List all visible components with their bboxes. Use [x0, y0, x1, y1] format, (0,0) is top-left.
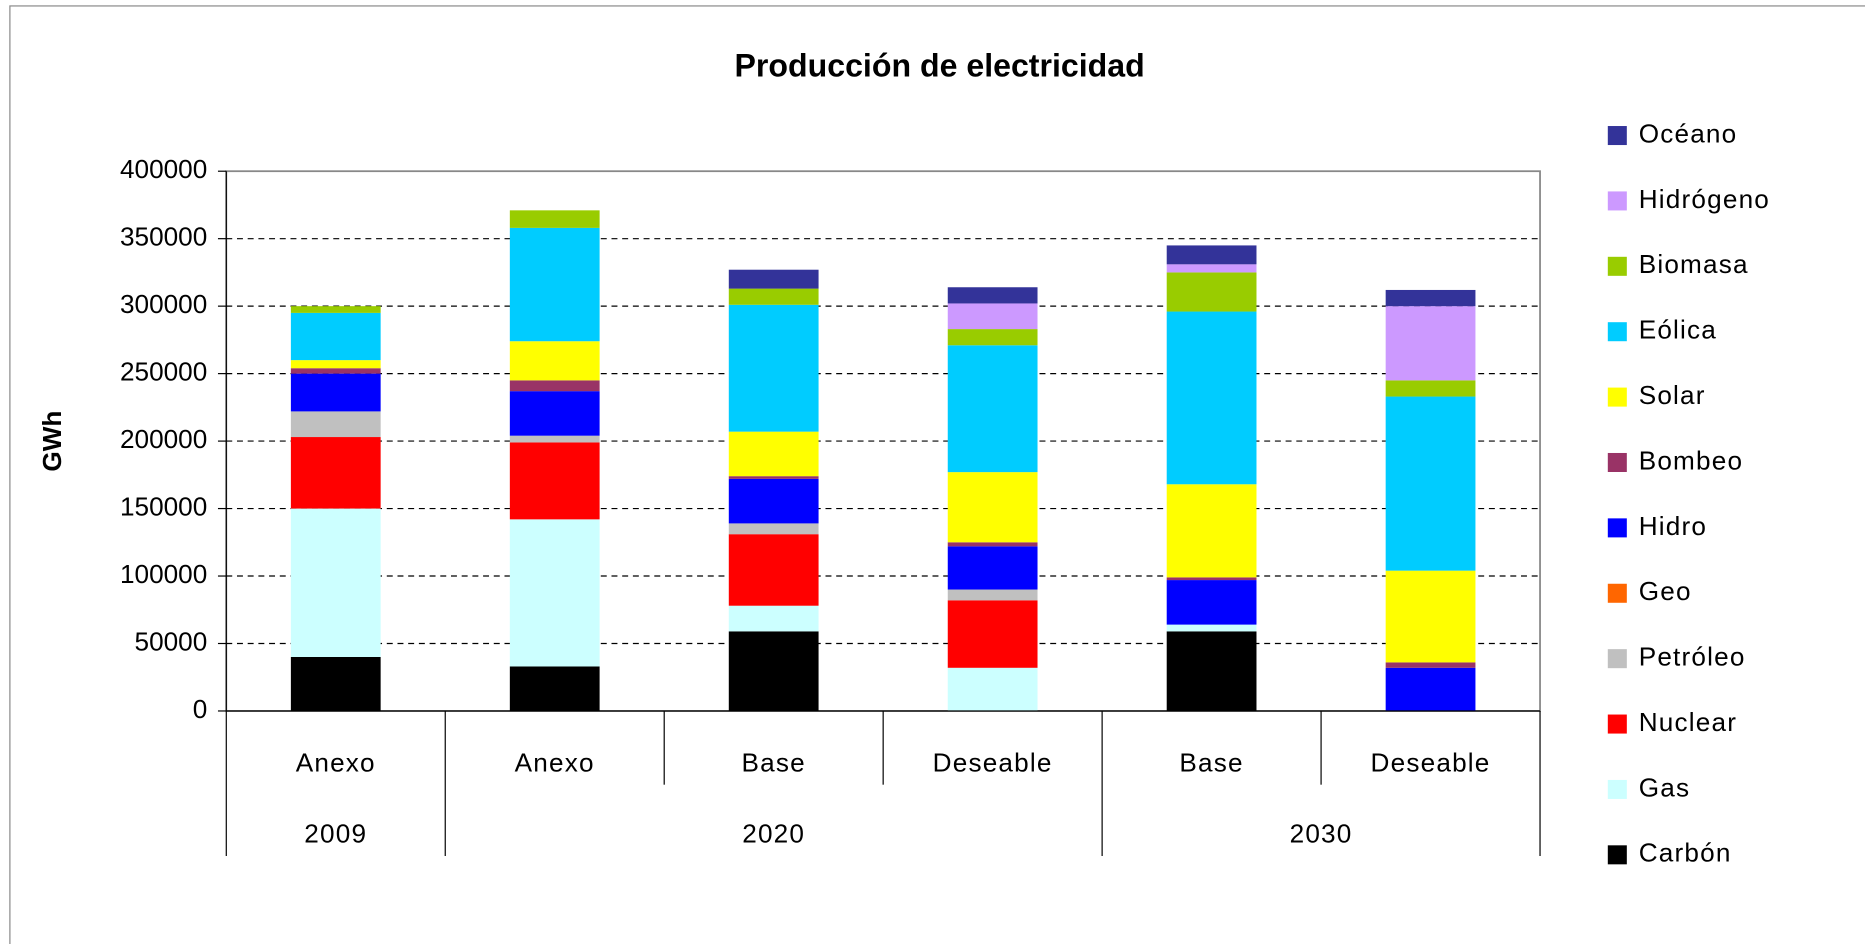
bar-segment	[728, 523, 819, 535]
bar-segment	[1166, 484, 1257, 578]
bar-segment	[509, 666, 600, 711]
bar-segment	[1166, 580, 1257, 625]
x-tick-label: Anexo	[515, 747, 595, 777]
x-tick-label: Deseable	[1371, 747, 1491, 777]
bar-segment	[509, 227, 600, 342]
bar-segment	[509, 435, 600, 443]
legend-label: Hidrógeno	[1639, 184, 1770, 214]
bar-segment	[509, 210, 600, 228]
bar-segment	[290, 411, 381, 438]
bar-segment	[1385, 289, 1476, 307]
bar-segment	[509, 341, 600, 381]
legend-swatch	[1607, 845, 1627, 865]
y-axis-label: GWh	[37, 411, 67, 472]
bar-segment	[947, 345, 1038, 473]
legend-label: Biomasa	[1639, 249, 1749, 279]
legend-label: Petróleo	[1639, 642, 1746, 672]
legend-swatch	[1607, 649, 1627, 669]
bar-segment	[1385, 306, 1476, 381]
bar-segment	[947, 287, 1038, 304]
y-tick-label: 350000	[120, 222, 207, 252]
legend-label: Océano	[1639, 118, 1738, 148]
bar-segment	[728, 534, 819, 606]
bar-segment	[1385, 380, 1476, 397]
bar-segment	[290, 656, 381, 711]
legend-label: Eólica	[1639, 315, 1717, 345]
y-tick-label: 100000	[120, 559, 207, 589]
bar-segment	[1166, 272, 1257, 312]
bar-segment	[1166, 631, 1257, 711]
x-tick-label: Base	[742, 747, 806, 777]
bar-segment	[1385, 662, 1476, 668]
bar-segment	[728, 288, 819, 305]
bar-segment	[290, 437, 381, 509]
y-tick-label: 250000	[120, 357, 207, 387]
legend-swatch	[1607, 518, 1627, 538]
bar-segment	[947, 600, 1038, 668]
bar-segment	[728, 269, 819, 289]
chart-title: Producción de electricidad	[735, 47, 1145, 83]
legend-swatch	[1607, 714, 1627, 734]
legend-label: Carbón	[1639, 838, 1732, 868]
bar-segment	[1166, 577, 1257, 581]
bar-segment	[290, 373, 381, 412]
bar-segment	[1166, 311, 1257, 485]
legend-swatch	[1607, 387, 1627, 407]
group-label: 2009	[304, 819, 367, 849]
bar-segment	[1166, 264, 1257, 273]
bar-segment	[509, 519, 600, 667]
bar-segment	[1385, 667, 1476, 711]
bar-segment	[509, 442, 600, 520]
legend-label: Geo	[1639, 576, 1692, 606]
x-tick-label: Base	[1179, 747, 1243, 777]
legend-swatch	[1607, 779, 1627, 799]
y-tick-label: 150000	[120, 491, 207, 521]
bar-segment	[728, 431, 819, 477]
bar-segment	[947, 329, 1038, 346]
bar-segment	[728, 476, 819, 479]
legend-swatch	[1607, 322, 1627, 342]
bar-segment	[1385, 570, 1476, 663]
legend-swatch	[1607, 126, 1627, 146]
bar-segment	[947, 546, 1038, 590]
bar-segment	[1385, 396, 1476, 571]
x-tick-label: Deseable	[933, 747, 1053, 777]
legend-label: Bombeo	[1639, 445, 1744, 475]
y-tick-label: 200000	[120, 424, 207, 454]
y-tick-label: 0	[193, 694, 208, 724]
group-label: 2030	[1290, 819, 1353, 849]
bar-segment	[728, 478, 819, 524]
bar-segment	[509, 380, 600, 392]
bar-segment	[290, 368, 381, 374]
bar-segment	[947, 303, 1038, 330]
bar-segment	[947, 589, 1038, 601]
y-tick-label: 300000	[120, 289, 207, 319]
legend-swatch	[1607, 583, 1627, 603]
bar-segment	[290, 312, 381, 361]
bar-segment	[728, 631, 819, 711]
legend-label: Nuclear	[1639, 707, 1737, 737]
bar-segment	[1166, 245, 1257, 265]
bar-segment	[1166, 624, 1257, 632]
bar-segment	[947, 472, 1038, 543]
bar-segment	[728, 304, 819, 432]
bar-segment	[947, 542, 1038, 547]
bar-segment	[509, 391, 600, 436]
bar-segment	[728, 605, 819, 632]
group-label: 2020	[742, 819, 805, 849]
bar-segment	[290, 508, 381, 657]
y-tick-label: 50000	[135, 626, 208, 656]
y-tick-label: 400000	[120, 154, 207, 184]
legend-swatch	[1607, 256, 1627, 276]
legend-label: Solar	[1639, 380, 1706, 410]
legend-swatch	[1607, 452, 1627, 472]
legend-swatch	[1607, 191, 1627, 211]
bar-segment	[290, 306, 381, 313]
bar-segment	[290, 360, 381, 369]
x-tick-label: Anexo	[296, 747, 376, 777]
bar-segment	[947, 667, 1038, 711]
legend-label: Hidro	[1639, 511, 1707, 541]
legend-label: Gas	[1639, 772, 1691, 802]
